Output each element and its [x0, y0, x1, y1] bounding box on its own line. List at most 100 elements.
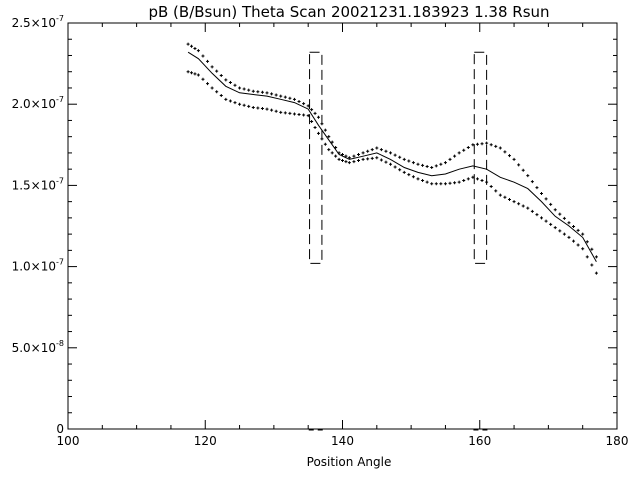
- y-tick-exponent: -7: [56, 95, 64, 104]
- data-point: [407, 173, 411, 177]
- data-point: [530, 209, 534, 213]
- data-series: [186, 42, 598, 275]
- data-point: [219, 74, 223, 78]
- data-point: [562, 216, 566, 220]
- data-point: [402, 170, 406, 174]
- y-tick-label: 2.5×10-7: [12, 14, 64, 30]
- data-point: [279, 110, 283, 114]
- data-point: [443, 182, 447, 186]
- data-point: [535, 186, 539, 190]
- data-point: [334, 146, 338, 150]
- data-point: [421, 163, 425, 167]
- data-point: [206, 59, 210, 63]
- data-point: [352, 154, 356, 158]
- data-point: [590, 263, 594, 267]
- data-point: [313, 125, 317, 129]
- data-point: [448, 181, 452, 185]
- data-point: [341, 153, 344, 157]
- data-point: [316, 115, 320, 119]
- y-tick-mantissa: 1.0×10: [12, 260, 56, 274]
- data-point: [434, 164, 438, 168]
- dashed-box: [473, 51, 488, 264]
- data-point: [475, 177, 479, 181]
- data-point: [302, 102, 306, 106]
- data-point: [558, 229, 562, 233]
- x-tick-label: 140: [331, 434, 354, 448]
- data-point: [238, 102, 242, 106]
- y-axis-ticks: 05.0×10-81.0×10-71.5×10-72.0×10-72.5×10-…: [12, 14, 617, 436]
- data-point: [310, 108, 314, 112]
- data-point: [480, 142, 484, 146]
- data-point: [549, 202, 553, 206]
- data-point: [535, 213, 539, 217]
- data-point: [256, 106, 260, 110]
- data-point: [375, 156, 379, 160]
- data-point: [196, 73, 200, 77]
- data-point: [233, 83, 237, 87]
- data-point: [224, 78, 228, 82]
- data-point: [270, 92, 274, 96]
- x-tick-label: 100: [57, 434, 80, 448]
- data-point: [471, 175, 475, 179]
- data-point: [260, 90, 264, 94]
- data-point: [313, 111, 317, 115]
- data-point: [210, 65, 214, 69]
- data-point: [337, 157, 341, 161]
- data-point: [302, 113, 306, 117]
- data-point: [323, 128, 327, 132]
- data-point: [260, 107, 264, 111]
- data-point: [274, 109, 278, 113]
- data-point: [347, 156, 351, 160]
- data-point: [270, 108, 274, 112]
- data-point: [425, 180, 429, 184]
- x-tick-label: 180: [606, 434, 629, 448]
- data-point: [416, 177, 420, 181]
- data-point: [334, 154, 338, 158]
- data-point: [581, 247, 585, 251]
- data-point: [512, 157, 516, 161]
- data-point: [186, 42, 190, 46]
- y-tick-label: 1.0×10-7: [12, 258, 64, 274]
- data-point: [247, 104, 251, 108]
- series-line: [187, 51, 597, 262]
- data-point: [196, 49, 200, 53]
- data-point: [215, 90, 219, 94]
- data-point: [526, 174, 530, 178]
- data-point: [498, 193, 502, 197]
- data-point: [398, 168, 402, 172]
- data-point: [540, 216, 544, 220]
- data-point: [379, 158, 383, 162]
- data-point: [494, 189, 498, 193]
- data-point: [530, 180, 534, 184]
- data-point: [283, 95, 287, 99]
- data-point: [558, 212, 562, 216]
- y-tick-label: 2.0×10-7: [12, 95, 64, 111]
- data-point: [288, 111, 292, 115]
- data-point: [292, 97, 296, 101]
- data-point: [503, 150, 507, 154]
- data-point: [434, 182, 438, 186]
- data-point: [306, 104, 310, 108]
- data-point: [489, 143, 493, 147]
- data-point: [242, 87, 246, 91]
- data-point: [553, 226, 557, 230]
- data-point: [361, 157, 365, 161]
- data-point: [594, 271, 598, 275]
- data-point: [485, 180, 489, 184]
- data-point: [594, 255, 598, 259]
- data-point: [384, 160, 388, 164]
- data-point: [485, 141, 489, 145]
- data-point: [288, 96, 292, 100]
- x-tick-label: 160: [468, 434, 491, 448]
- data-point: [507, 154, 511, 158]
- data-point: [344, 154, 348, 158]
- data-point: [567, 221, 571, 225]
- data-point: [544, 219, 548, 223]
- data-point: [585, 255, 589, 259]
- data-point: [430, 166, 434, 170]
- data-point: [521, 168, 525, 172]
- data-point: [549, 222, 553, 226]
- data-point: [576, 228, 580, 232]
- data-point: [389, 151, 393, 155]
